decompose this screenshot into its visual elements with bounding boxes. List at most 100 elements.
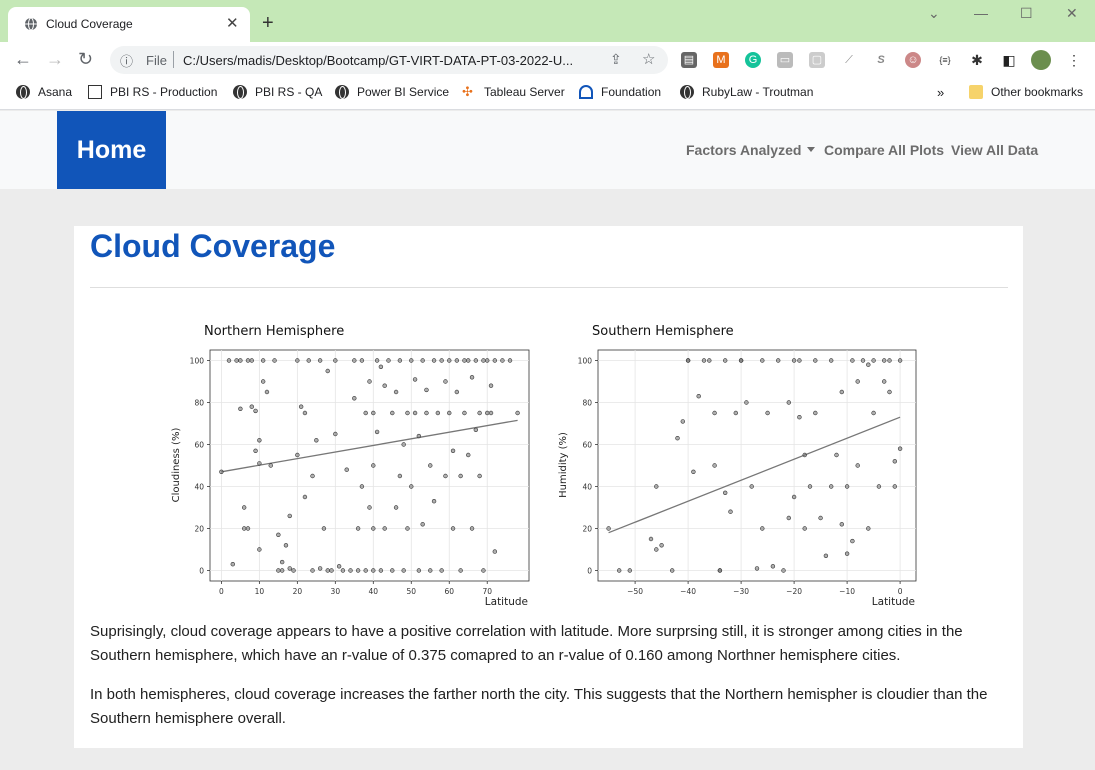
grammarly-icon[interactable]: G — [745, 52, 761, 68]
data-point — [333, 431, 338, 437]
data-point — [283, 543, 289, 548]
share-icon[interactable]: ⇪ — [610, 51, 622, 67]
extension-icon[interactable]: M — [713, 52, 729, 68]
extension-icon[interactable]: ▤ — [681, 52, 697, 68]
data-point — [409, 358, 414, 363]
data-point — [515, 410, 520, 416]
data-point — [466, 358, 471, 363]
data-point — [829, 358, 834, 363]
bookmark-pbi-rs-qa[interactable]: PBI RS - QA — [233, 85, 322, 99]
y-axis-label: Humidity (%) — [558, 432, 569, 498]
site-navbar: Home Factors Analyzed Compare All Plots … — [0, 111, 1095, 189]
x-tick-label: 20 — [293, 587, 303, 596]
x-tick-label: 70 — [482, 587, 492, 596]
data-point — [760, 526, 765, 531]
data-point — [409, 484, 414, 489]
data-point — [431, 499, 437, 504]
data-point — [420, 358, 425, 363]
data-point — [260, 379, 266, 384]
data-point — [807, 484, 813, 489]
x-tick-label: 40 — [369, 587, 379, 596]
data-point — [253, 408, 258, 414]
data-point — [386, 358, 391, 363]
data-point — [776, 358, 781, 363]
bookmark-tableau-server[interactable]: ✣ Tableau Server — [462, 84, 565, 100]
bookmark-foundation[interactable]: Foundation — [579, 85, 661, 99]
data-point — [317, 566, 323, 571]
bookmarks-overflow-icon[interactable]: » — [937, 85, 945, 100]
extension-icon[interactable]: ▭ — [777, 52, 793, 68]
data-point — [344, 467, 349, 472]
y-tick-label: 40 — [582, 483, 592, 492]
data-point — [786, 400, 792, 405]
url-text[interactable]: C:/Users/madis/Desktop/Bootcamp/GT-VIRT-… — [183, 53, 574, 68]
forward-arrow-icon[interactable]: → — [46, 49, 64, 69]
data-point — [485, 410, 490, 416]
data-point — [276, 532, 281, 538]
info-icon[interactable]: ⓘ — [120, 54, 134, 69]
bar-chart-icon — [88, 85, 102, 99]
data-point — [450, 448, 456, 454]
reload-icon[interactable]: ↻ — [78, 49, 94, 69]
bookmark-pbi-rs-production[interactable]: PBI RS - Production — [88, 85, 217, 99]
data-point — [882, 358, 887, 363]
y-tick-label: 60 — [582, 441, 592, 450]
chevron-down-icon[interactable]: ⌄ — [928, 5, 940, 21]
data-point — [397, 473, 403, 479]
minimize-icon[interactable]: — — [974, 5, 988, 21]
foundation-icon — [579, 85, 593, 99]
data-point — [352, 358, 357, 363]
extension-icon[interactable]: ☺ — [905, 52, 921, 68]
data-point — [393, 389, 399, 395]
back-arrow-icon[interactable]: ← — [14, 49, 32, 69]
data-point — [781, 568, 786, 573]
data-point — [500, 358, 505, 363]
data-point — [839, 389, 844, 395]
data-point — [393, 505, 399, 510]
data-point — [401, 568, 406, 573]
side-panel-icon[interactable]: ◧ — [1001, 52, 1017, 68]
close-tab-icon[interactable]: ✕ — [226, 15, 239, 32]
extensions-puzzle-icon[interactable]: ✱ — [969, 52, 985, 68]
bookmark-power-bi-service[interactable]: Power BI Service — [335, 85, 449, 99]
brush-icon[interactable]: ⟋ — [841, 52, 857, 68]
avatar[interactable] — [1031, 50, 1051, 70]
data-point — [424, 387, 429, 393]
new-tab-button[interactable]: + — [262, 12, 274, 34]
maximize-icon[interactable]: ☐ — [1020, 5, 1033, 21]
data-point — [260, 358, 266, 363]
y-tick-label: 0 — [199, 567, 204, 576]
extension-icon[interactable]: S — [873, 52, 889, 68]
json-extension-icon[interactable]: {≡} — [937, 52, 953, 68]
bookmark-star-icon[interactable]: ☆ — [642, 51, 656, 68]
factors-analyzed-dropdown[interactable]: Factors Analyzed — [686, 142, 816, 158]
data-point — [458, 473, 463, 479]
home-brand-link[interactable]: Home — [57, 111, 166, 189]
data-point — [374, 429, 380, 435]
data-point — [469, 375, 475, 380]
data-point — [310, 568, 315, 573]
close-window-icon[interactable]: ✕ — [1066, 5, 1078, 21]
compare-all-plots-link[interactable]: Compare All Plots — [824, 142, 945, 158]
y-tick-label: 20 — [194, 525, 204, 534]
globe-icon — [25, 17, 37, 31]
address-bar[interactable]: ⓘ File C:/Users/madis/Desktop/Bootcamp/G… — [110, 46, 668, 74]
menu-kebab-icon[interactable]: ⋮ — [1066, 52, 1082, 68]
x-tick-label: 10 — [255, 587, 265, 596]
data-point — [428, 568, 433, 573]
folder-icon — [969, 85, 983, 99]
y-axis-label: Cloudiness (%) — [171, 428, 182, 503]
data-point — [712, 410, 717, 416]
data-point — [443, 379, 448, 384]
data-point — [871, 410, 876, 416]
data-point — [412, 410, 418, 416]
view-all-data-link[interactable]: View All Data — [951, 142, 1039, 158]
bookmark-asana[interactable]: Asana — [16, 85, 72, 99]
browser-tab[interactable]: Cloud Coverage ✕ — [8, 7, 250, 42]
data-point — [802, 526, 807, 531]
bookmark-rubylaw[interactable]: RubyLaw - Troutman — [680, 85, 813, 99]
extension-icon[interactable]: ▢ — [809, 52, 825, 68]
other-bookmarks[interactable]: Other bookmarks — [969, 85, 1083, 99]
browser-toolbar: ← → ↻ ⓘ File C:/Users/madis/Desktop/Boot… — [0, 42, 1095, 78]
data-point — [245, 526, 251, 531]
